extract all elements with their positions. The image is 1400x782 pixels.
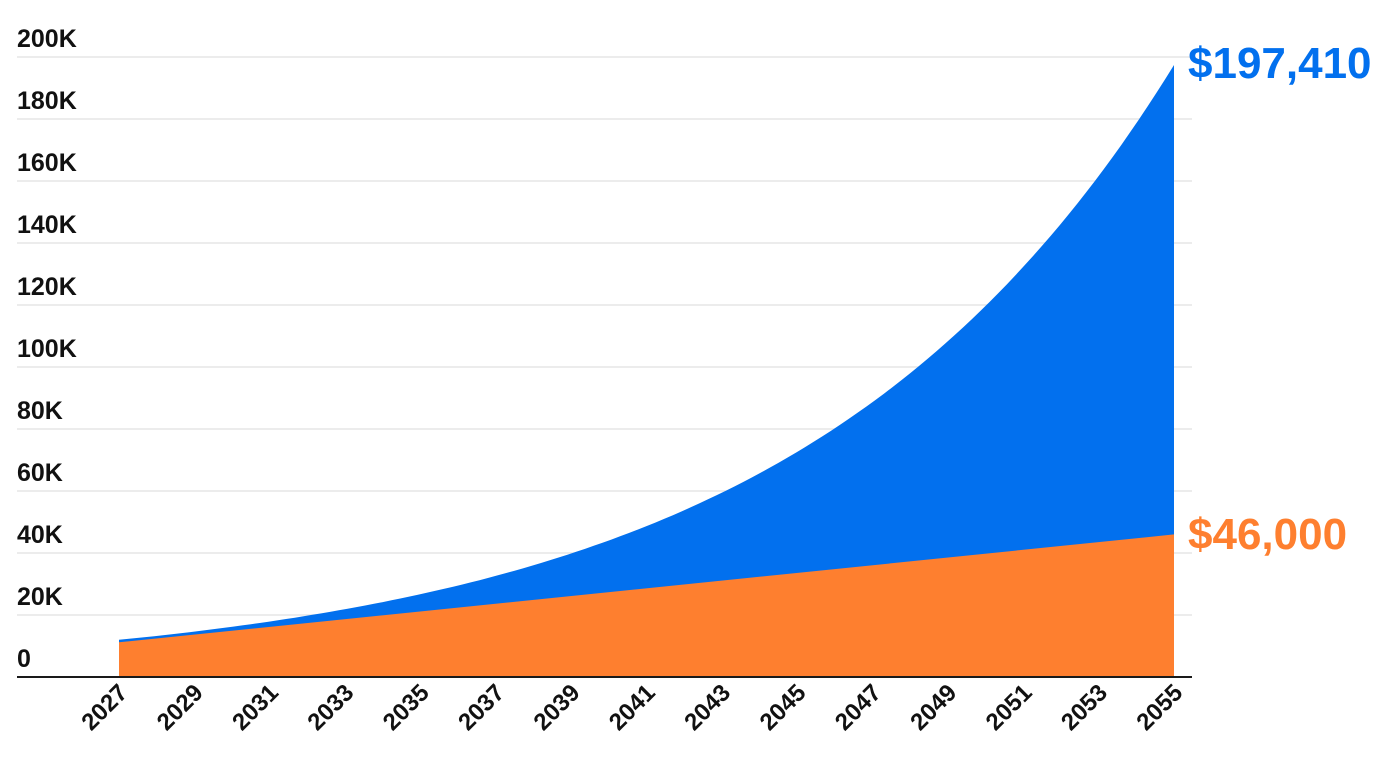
y-tick-label: 160K xyxy=(17,149,77,177)
y-tick-label: 120K xyxy=(17,273,77,301)
x-tick-label: 2035 xyxy=(378,679,435,736)
x-tick-label: 2053 xyxy=(1056,679,1113,736)
area-series-blue xyxy=(119,65,1174,677)
x-tick-label: 2033 xyxy=(302,679,359,736)
y-tick-label: 40K xyxy=(17,521,63,549)
x-tick-label: 2037 xyxy=(453,679,510,736)
x-tick-label: 2043 xyxy=(679,679,736,736)
x-tick-label: 2027 xyxy=(76,679,133,736)
x-tick-label: 2047 xyxy=(830,679,887,736)
x-tick-label: 2045 xyxy=(755,679,812,736)
x-tick-label: 2055 xyxy=(1131,679,1188,736)
x-tick-label: 2049 xyxy=(905,679,962,736)
area-series-group xyxy=(119,65,1174,677)
y-tick-label: 140K xyxy=(17,211,77,239)
x-tick-label: 2041 xyxy=(604,679,661,736)
x-tick-label: 2029 xyxy=(152,679,209,736)
series-end-label-orange: $46,000 xyxy=(1188,510,1347,559)
y-tick-label: 80K xyxy=(17,397,63,425)
y-tick-label: 20K xyxy=(17,583,63,611)
x-tick-label: 2051 xyxy=(981,679,1038,736)
y-tick-label: 100K xyxy=(17,335,77,363)
series-end-label-blue: $197,410 xyxy=(1188,39,1372,88)
gridlines xyxy=(17,56,1192,616)
x-tick-label: 2039 xyxy=(529,679,586,736)
y-tick-label: 0 xyxy=(17,645,31,673)
area-series-orange xyxy=(119,534,1174,677)
y-tick-label: 60K xyxy=(17,459,63,487)
series-end-labels: $197,410 $46,000 xyxy=(1188,39,1372,559)
x-axis-tick-labels: 2027 2029 2031 2033 2035 2037 2039 2041 2043 2045… xyxy=(76,679,1188,736)
y-axis-tick-labels: 0 20K 40K 60K 80K 100K 120K 140K 160K 180K 200K xyxy=(17,25,77,673)
y-tick-label: 180K xyxy=(17,87,77,115)
x-tick-label: 2031 xyxy=(227,679,284,736)
y-tick-label: 200K xyxy=(17,25,77,53)
